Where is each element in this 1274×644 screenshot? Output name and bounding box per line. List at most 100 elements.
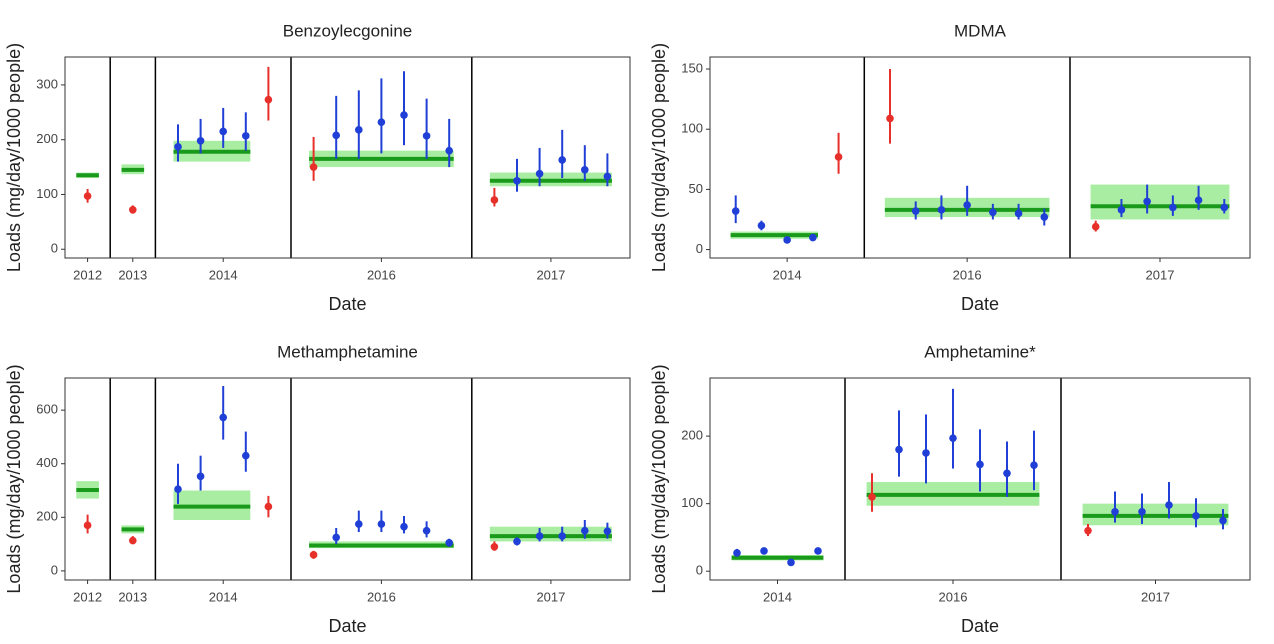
point [422,132,431,140]
point [219,127,227,136]
x-axis-label: Date [961,294,999,314]
x-tick-label: 2016 [367,267,396,282]
point [603,527,612,536]
point [1219,516,1227,525]
point [242,451,250,460]
point [196,136,205,145]
point [976,460,984,469]
point [219,413,227,422]
y-tick-label: 0 [51,562,58,577]
y-tick-label: 100 [681,495,703,510]
point [490,542,499,551]
y-tick-label: 100 [681,121,703,136]
point [1014,209,1023,218]
point [558,156,566,164]
x-tick-label: 2017 [536,589,565,604]
point [309,163,318,171]
point [886,114,894,123]
point [733,549,741,557]
point [174,485,182,493]
plot-frame [64,56,631,259]
uncertainty-band [489,526,612,542]
x-tick-label: 2014 [209,589,238,604]
point [400,111,408,119]
point [309,551,318,559]
plot-frame [64,377,631,581]
point [558,532,566,540]
y-tick-label: 0 [696,563,703,578]
point [513,537,521,546]
point [989,208,997,217]
point [1169,203,1177,212]
y-axis-label: Loads (mg/day/1000 people) [4,43,24,272]
x-axis-label: Date [328,294,366,314]
point [809,233,817,242]
y-tick-label: 200 [36,131,58,146]
point [1117,206,1126,214]
point [332,131,341,140]
point [911,207,920,215]
x-tick-label: 2016 [367,589,396,604]
y-tick-label: 600 [36,402,58,417]
point [1143,197,1151,206]
point [834,153,843,161]
point [922,449,930,457]
y-tick-label: 0 [696,241,703,256]
x-tick-label: 2014 [773,267,802,282]
point [1030,461,1038,469]
point [937,206,946,214]
point [1084,526,1092,535]
y-tick-label: 100 [36,186,58,201]
x-tick-label: 2016 [953,267,982,282]
y-tick-label: 200 [681,428,703,443]
panel-title: Amphetamine* [924,342,1036,361]
point [868,493,876,501]
point [129,536,137,545]
point [490,196,499,204]
y-tick-label: 300 [36,76,58,91]
point [83,521,92,530]
point [355,520,363,528]
x-axis-label: Date [961,616,999,636]
plot-frame [709,56,1251,259]
panel-title: Methamphetamine [277,342,418,361]
x-axis-label: Date [328,616,366,636]
point [422,526,431,535]
x-tick-label: 2016 [939,589,968,604]
point [895,445,903,454]
x-tick-label: 2013 [118,267,147,282]
x-tick-label: 2012 [73,267,102,282]
point [814,547,822,555]
point [377,520,386,528]
point [445,538,454,547]
point [1220,203,1229,212]
point [963,201,971,209]
x-tick-label: 2012 [73,589,102,604]
point [581,526,589,535]
point [513,176,521,185]
point [242,132,250,140]
panel-title: MDMA [954,21,1007,40]
y-tick-label: 150 [681,60,703,75]
x-tick-label: 2017 [1146,267,1175,282]
x-tick-label: 2017 [1141,589,1170,604]
point [1091,222,1100,231]
point [445,146,454,155]
point [83,192,92,200]
panel-title: Benzoylecgonine [283,21,412,40]
point [949,434,957,442]
point [731,207,740,215]
point [1165,501,1173,509]
point [377,118,386,126]
point [757,221,766,230]
point [760,547,768,555]
point [581,166,589,174]
point [400,522,408,531]
point [174,143,182,151]
point [1003,469,1011,478]
y-tick-label: 50 [689,181,703,196]
point [1194,196,1203,205]
point [129,206,137,214]
point [1111,507,1119,516]
